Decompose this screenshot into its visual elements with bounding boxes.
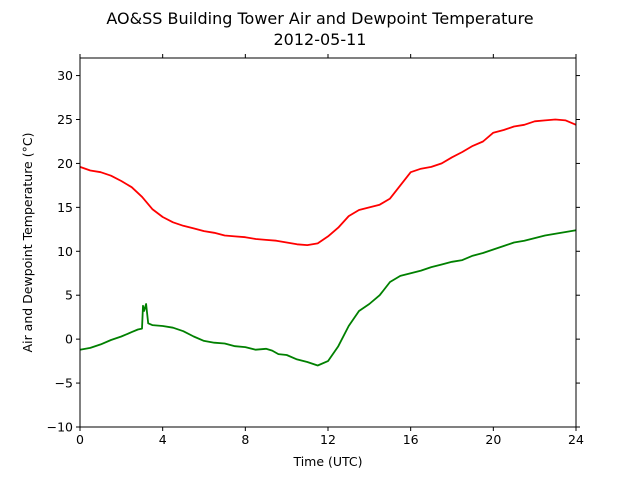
y-tick-label: −5 xyxy=(55,376,73,391)
y-tick-label: −10 xyxy=(47,420,73,435)
series-layer xyxy=(79,118,577,367)
x-tick-label: 24 xyxy=(568,432,584,447)
series-line-1 xyxy=(79,229,577,367)
ticks-layer: 0 4 8 12 16 20 24 −10 −5 0 5 10 15 20 25 30 xyxy=(47,54,584,447)
x-tick-label: 12 xyxy=(320,432,336,447)
series-line-0 xyxy=(79,118,577,247)
chart-subtitle: 2012-05-11 xyxy=(274,30,367,49)
y-tick-label: 15 xyxy=(57,200,73,215)
y-axis-label: Air and Dewpoint Temperature (°C) xyxy=(20,133,35,353)
y-tick-label: 25 xyxy=(57,112,73,127)
x-tick-label: 16 xyxy=(403,432,419,447)
y-tick-label: 5 xyxy=(65,288,73,303)
x-tick-label: 0 xyxy=(76,432,84,447)
x-tick-label: 20 xyxy=(485,432,501,447)
y-tick-label: 0 xyxy=(65,332,73,347)
x-tick-label: 4 xyxy=(159,432,167,447)
x-axis-label: Time (UTC) xyxy=(292,454,362,469)
plot-frame xyxy=(79,57,577,428)
y-tick-label: 10 xyxy=(57,244,73,259)
chart-title: AO&SS Building Tower Air and Dewpoint Te… xyxy=(106,9,533,28)
y-tick-label: 30 xyxy=(57,68,73,83)
x-tick-label: 8 xyxy=(241,432,249,447)
y-tick-label: 20 xyxy=(57,156,73,171)
